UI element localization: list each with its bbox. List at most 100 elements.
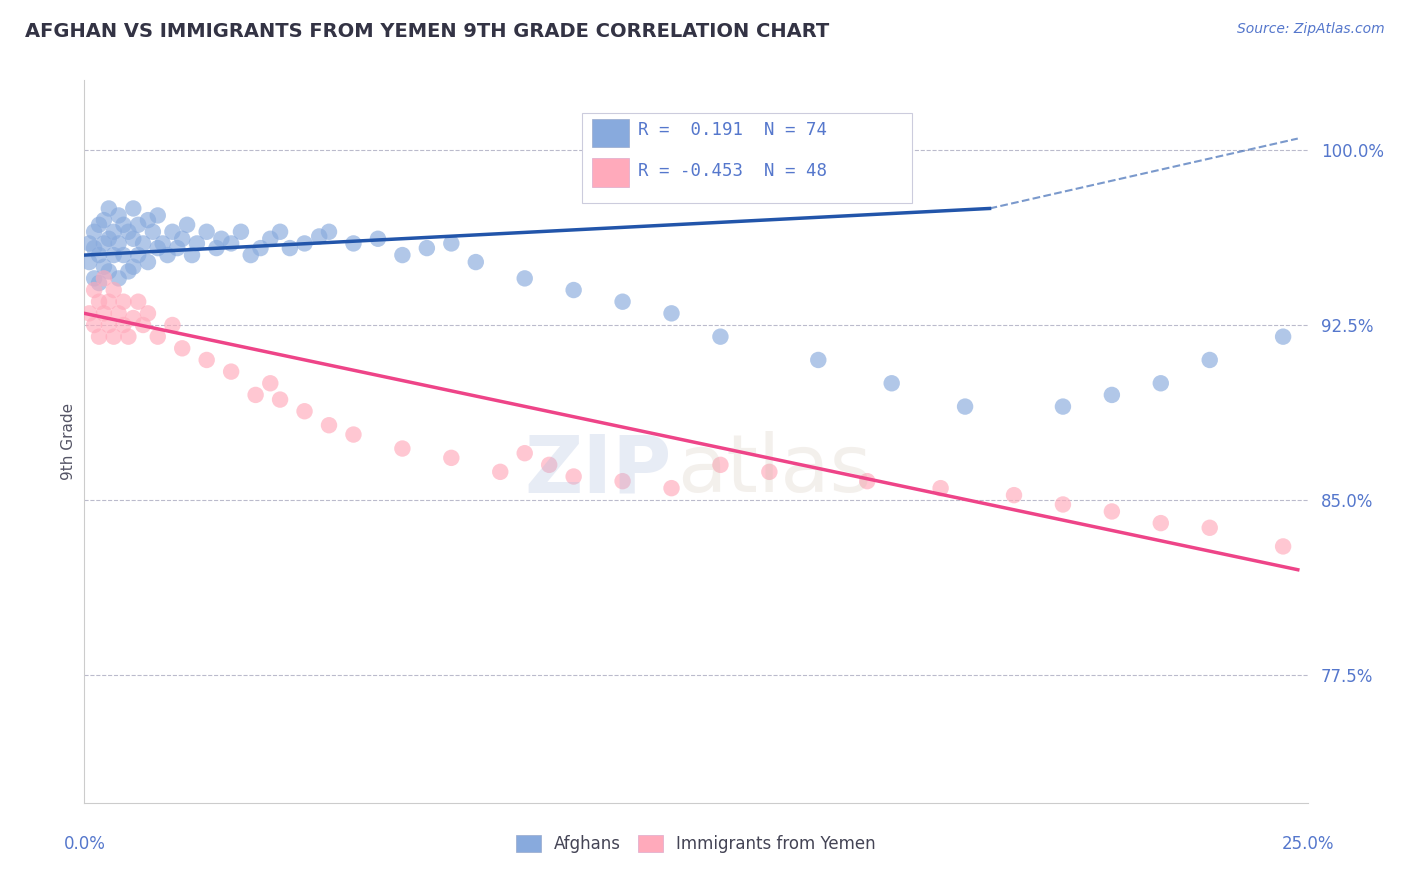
Point xyxy=(93,260,115,274)
Point xyxy=(117,329,139,343)
Point xyxy=(294,236,316,251)
Point xyxy=(83,283,105,297)
Point xyxy=(709,329,731,343)
Y-axis label: 9th Grade: 9th Grade xyxy=(60,403,76,480)
Point xyxy=(136,306,159,320)
Point xyxy=(661,481,683,495)
Point xyxy=(77,306,100,320)
Point xyxy=(103,248,125,262)
Point xyxy=(1101,388,1123,402)
Point xyxy=(132,318,155,332)
Bar xyxy=(592,119,628,147)
Point xyxy=(122,260,145,274)
Point xyxy=(97,232,120,246)
Point xyxy=(87,294,110,309)
Point xyxy=(87,329,110,343)
Point xyxy=(136,255,159,269)
Text: 0.0%: 0.0% xyxy=(63,836,105,854)
Point xyxy=(122,202,145,216)
Point xyxy=(259,376,281,391)
Point xyxy=(416,241,439,255)
Point xyxy=(562,469,585,483)
Point xyxy=(162,225,184,239)
Point xyxy=(440,450,463,465)
Point xyxy=(112,318,135,332)
Point xyxy=(93,213,115,227)
Point xyxy=(259,232,281,246)
Point xyxy=(513,446,536,460)
Point xyxy=(166,241,188,255)
Point xyxy=(83,271,105,285)
Bar xyxy=(592,158,628,187)
Point xyxy=(107,236,129,251)
Point xyxy=(146,329,169,343)
Point xyxy=(117,264,139,278)
Point xyxy=(661,306,683,320)
Point xyxy=(239,248,262,262)
Point xyxy=(172,341,194,355)
Point xyxy=(513,271,536,285)
Point xyxy=(612,294,634,309)
Point xyxy=(219,236,242,251)
Point xyxy=(807,353,830,368)
Point xyxy=(107,209,129,223)
Text: R =  0.191  N = 74: R = 0.191 N = 74 xyxy=(638,121,828,139)
Point xyxy=(87,276,110,290)
Point xyxy=(195,353,218,368)
Point xyxy=(1198,353,1220,368)
Point xyxy=(294,404,316,418)
Point xyxy=(156,248,179,262)
Point xyxy=(112,218,135,232)
Text: ZIP: ZIP xyxy=(524,432,672,509)
Point xyxy=(142,225,165,239)
Point xyxy=(318,225,340,239)
Point xyxy=(132,236,155,251)
Text: Source: ZipAtlas.com: Source: ZipAtlas.com xyxy=(1237,22,1385,37)
Point xyxy=(391,442,413,456)
Point xyxy=(181,248,204,262)
Point xyxy=(245,388,267,402)
Point xyxy=(308,229,330,244)
Point xyxy=(1198,521,1220,535)
Point xyxy=(612,474,634,488)
Point xyxy=(136,213,159,227)
Point xyxy=(87,248,110,262)
Point xyxy=(1101,504,1123,518)
Point xyxy=(87,218,110,232)
Point xyxy=(342,236,364,251)
Point xyxy=(107,306,129,320)
Point xyxy=(127,248,149,262)
Point xyxy=(391,248,413,262)
Point xyxy=(97,264,120,278)
Point xyxy=(367,232,389,246)
Point xyxy=(176,218,198,232)
Point xyxy=(83,225,105,239)
Point xyxy=(83,241,105,255)
Point xyxy=(1002,488,1025,502)
Point xyxy=(122,232,145,246)
Point xyxy=(127,294,149,309)
Point xyxy=(112,294,135,309)
Point xyxy=(152,236,174,251)
Point xyxy=(195,225,218,239)
Point xyxy=(318,418,340,433)
Point xyxy=(77,255,100,269)
Point xyxy=(103,225,125,239)
Point xyxy=(342,427,364,442)
Point xyxy=(112,248,135,262)
Point xyxy=(249,241,271,255)
Point xyxy=(186,236,208,251)
Point xyxy=(122,311,145,326)
Point xyxy=(146,209,169,223)
Point xyxy=(77,236,100,251)
Point xyxy=(205,241,228,255)
Point xyxy=(929,481,952,495)
FancyBboxPatch shape xyxy=(582,112,912,203)
Point xyxy=(97,202,120,216)
Point xyxy=(117,225,139,239)
Point xyxy=(278,241,301,255)
Legend: Afghans, Immigrants from Yemen: Afghans, Immigrants from Yemen xyxy=(509,828,883,860)
Point xyxy=(93,236,115,251)
Point xyxy=(97,294,120,309)
Point xyxy=(1272,329,1295,343)
